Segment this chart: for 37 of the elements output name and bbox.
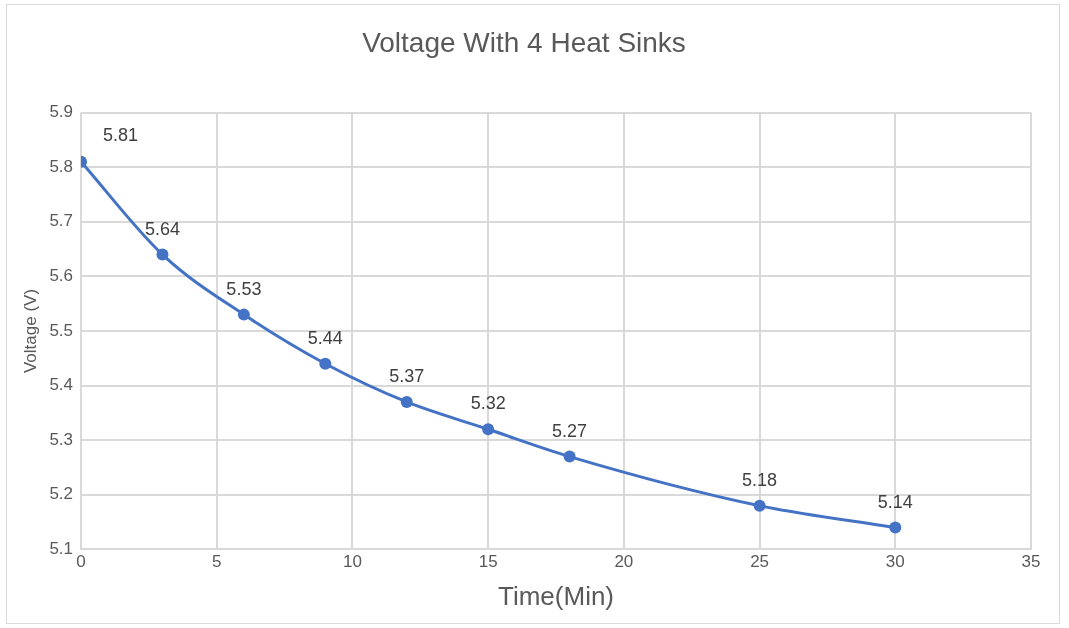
point	[400, 395, 413, 408]
point	[889, 521, 902, 534]
data-label: 5.64	[144, 218, 180, 239]
point	[237, 308, 250, 321]
x-tick-label: 10	[342, 552, 362, 572]
chart-title: Voltage With 4 Heat Sinks	[362, 26, 686, 58]
data-label: 5.32	[470, 393, 506, 414]
y-axis-title: Voltage (V)	[20, 288, 40, 374]
x-axis-title: Time(Min)	[498, 580, 615, 611]
y-tick-label: 5.3	[49, 429, 74, 449]
data-label: 5.44	[307, 327, 343, 348]
x-tick-label: 35	[1021, 552, 1041, 572]
point	[156, 248, 169, 261]
y-tick-label: 5.8	[49, 156, 74, 176]
y-tick-label: 5.5	[49, 320, 74, 340]
data-label: 5.14	[877, 491, 913, 512]
data-label: 5.37	[389, 365, 425, 386]
y-tick-label: 5.1	[49, 539, 74, 559]
point	[482, 423, 495, 436]
x-tick-label: 20	[614, 552, 634, 572]
y-tick-label: 5.7	[49, 211, 74, 231]
y-tick-label: 5.2	[49, 484, 74, 504]
y-tick-label: 5.6	[49, 266, 74, 286]
point	[753, 499, 766, 512]
y-tick-label: 5.9	[49, 102, 74, 122]
y-tick-label: 5.4	[49, 375, 74, 395]
data-label: 5.53	[226, 278, 262, 299]
data-label: 5.18	[742, 469, 778, 490]
x-tick-label: 25	[750, 552, 770, 572]
x-tick-label: 5	[212, 552, 222, 572]
x-tick-label: 15	[478, 552, 498, 572]
point	[319, 357, 332, 370]
point	[563, 450, 576, 463]
x-tick-label: 0	[76, 552, 86, 572]
data-label: 5.81	[103, 124, 139, 145]
data-label: 5.27	[552, 420, 588, 441]
x-tick-label: 30	[885, 552, 905, 572]
